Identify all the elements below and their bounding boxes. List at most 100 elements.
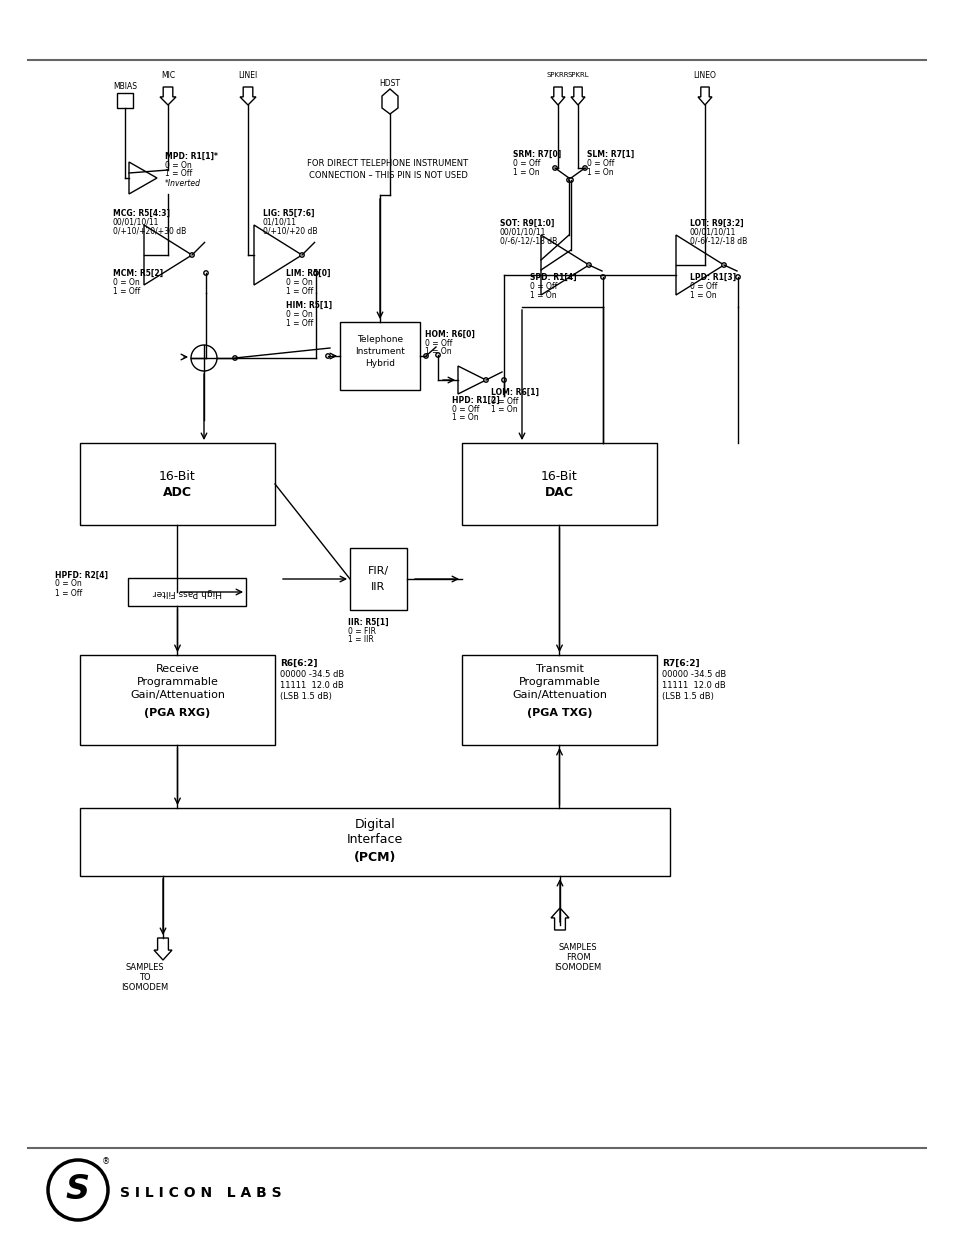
Text: 0/-6/-12/-18 dB: 0/-6/-12/-18 dB [689, 236, 746, 246]
Text: 1 = On: 1 = On [424, 347, 451, 356]
Text: Programmable: Programmable [518, 677, 599, 687]
Text: 0 = Off: 0 = Off [530, 282, 557, 290]
Text: Interface: Interface [347, 834, 403, 846]
Text: SPKRR: SPKRR [546, 72, 569, 78]
Circle shape [735, 275, 740, 279]
Text: (LSB 1.5 dB): (LSB 1.5 dB) [280, 693, 332, 701]
Text: LOM: R6[1]: LOM: R6[1] [491, 388, 538, 396]
Polygon shape [551, 86, 564, 105]
Circle shape [190, 253, 194, 257]
Text: 00000 -34.5 dB: 00000 -34.5 dB [661, 671, 725, 679]
Text: MIC: MIC [161, 70, 175, 79]
Bar [128, 578, 246, 606]
Circle shape [586, 263, 591, 267]
Text: MPD: R1[1]*: MPD: R1[1]* [165, 152, 217, 161]
Polygon shape [551, 908, 568, 930]
Text: 0 = Off: 0 = Off [689, 282, 717, 290]
Text: Gain/Attenuation: Gain/Attenuation [130, 690, 225, 700]
Text: 0 = Off: 0 = Off [424, 338, 452, 347]
Bar [461, 443, 657, 525]
Text: Telephone: Telephone [356, 336, 402, 345]
Text: SOT: R9[1:0]: SOT: R9[1:0] [499, 219, 554, 227]
Text: 00/01/10/11: 00/01/10/11 [689, 227, 736, 236]
Text: LINEO: LINEO [693, 70, 716, 79]
Text: Instrument: Instrument [355, 347, 404, 357]
Text: R7[6:2]: R7[6:2] [661, 658, 699, 667]
Text: S: S [66, 1173, 90, 1207]
Bar [80, 655, 274, 745]
Text: FOR DIRECT TELEPHONE INSTRUMENT: FOR DIRECT TELEPHONE INSTRUMENT [307, 158, 468, 168]
Text: ADC: ADC [163, 485, 192, 499]
Text: HPD: R1[2]: HPD: R1[2] [452, 395, 499, 405]
Text: SAMPLES: SAMPLES [126, 963, 164, 972]
Text: SLM: R7[1]: SLM: R7[1] [586, 149, 634, 158]
Text: 1 = On: 1 = On [530, 290, 556, 300]
Bar [350, 548, 407, 610]
Text: ®: ® [102, 1157, 110, 1167]
Text: SAMPLES: SAMPLES [558, 944, 597, 952]
Polygon shape [160, 86, 175, 105]
Circle shape [314, 270, 318, 275]
Text: 1 = On: 1 = On [452, 414, 478, 422]
Text: R6[6:2]: R6[6:2] [280, 658, 317, 667]
Text: SPKRL: SPKRL [567, 72, 588, 78]
Text: 00/01/10/11: 00/01/10/11 [499, 227, 546, 236]
Text: (LSB 1.5 dB): (LSB 1.5 dB) [661, 693, 713, 701]
Circle shape [501, 378, 506, 382]
Text: 16-Bit: 16-Bit [159, 469, 195, 483]
Circle shape [423, 353, 428, 358]
Text: 0 = Off: 0 = Off [452, 405, 478, 414]
Bar [80, 443, 274, 525]
Text: 1 = Off: 1 = Off [112, 287, 140, 295]
Text: 0 = Off: 0 = Off [513, 158, 539, 168]
Text: 0/+10/+20 dB: 0/+10/+20 dB [263, 226, 317, 236]
Text: 11111  12.0 dB: 11111 12.0 dB [280, 682, 343, 690]
Text: 0 = On: 0 = On [165, 161, 192, 169]
Text: 0 = Off: 0 = Off [586, 158, 614, 168]
Text: MCM: R5[2]: MCM: R5[2] [112, 268, 163, 278]
Text: Hybrid: Hybrid [365, 359, 395, 368]
Text: 00000 -34.5 dB: 00000 -34.5 dB [280, 671, 344, 679]
Text: 0 = FIR: 0 = FIR [348, 626, 375, 636]
Text: 1 = Off: 1 = Off [55, 589, 82, 598]
Polygon shape [153, 939, 172, 960]
Text: Transmit: Transmit [535, 664, 583, 674]
Bar [339, 322, 419, 390]
Text: MBIAS: MBIAS [112, 82, 137, 90]
Text: FIR/: FIR/ [368, 566, 389, 576]
Text: 1 = Off: 1 = Off [286, 319, 313, 327]
Text: FROM: FROM [565, 953, 590, 962]
Text: ISOMODEM: ISOMODEM [554, 963, 601, 972]
Text: 1 = Off: 1 = Off [286, 287, 313, 295]
Text: (PGA RXG): (PGA RXG) [144, 708, 211, 718]
Text: 0 = On: 0 = On [286, 278, 313, 287]
Text: HOM: R6[0]: HOM: R6[0] [424, 330, 475, 338]
Polygon shape [240, 86, 255, 105]
Text: LOT: R9[3:2]: LOT: R9[3:2] [689, 219, 742, 227]
Text: S I L I C O N   L A B S: S I L I C O N L A B S [120, 1186, 281, 1200]
Circle shape [204, 270, 208, 275]
Text: 1 = On: 1 = On [586, 168, 613, 177]
Text: LIG: R5[7:6]: LIG: R5[7:6] [263, 209, 314, 217]
Text: 0 = On: 0 = On [112, 278, 139, 287]
Text: 1 = On: 1 = On [491, 405, 517, 415]
Bar [80, 808, 669, 876]
Circle shape [600, 275, 604, 279]
Bar [461, 655, 657, 745]
Circle shape [326, 353, 330, 358]
Text: Gain/Attenuation: Gain/Attenuation [512, 690, 606, 700]
Text: DAC: DAC [544, 485, 574, 499]
Circle shape [568, 178, 573, 183]
Text: SRM: R7[0]: SRM: R7[0] [513, 149, 560, 158]
Circle shape [299, 253, 304, 257]
Text: SPD: R1[4]: SPD: R1[4] [530, 273, 576, 282]
Text: LIM: R5[0]: LIM: R5[0] [286, 268, 330, 278]
Circle shape [582, 165, 587, 170]
Text: HIM: R5[1]: HIM: R5[1] [286, 300, 332, 310]
Text: 1 = IIR: 1 = IIR [348, 636, 374, 645]
Text: 16-Bit: 16-Bit [540, 469, 578, 483]
Text: High Pass Filter: High Pass Filter [152, 588, 221, 597]
Text: 0/+10/+20/+30 dB: 0/+10/+20/+30 dB [112, 226, 186, 236]
Circle shape [436, 353, 439, 357]
Text: IIR: R5[1]: IIR: R5[1] [348, 618, 388, 626]
